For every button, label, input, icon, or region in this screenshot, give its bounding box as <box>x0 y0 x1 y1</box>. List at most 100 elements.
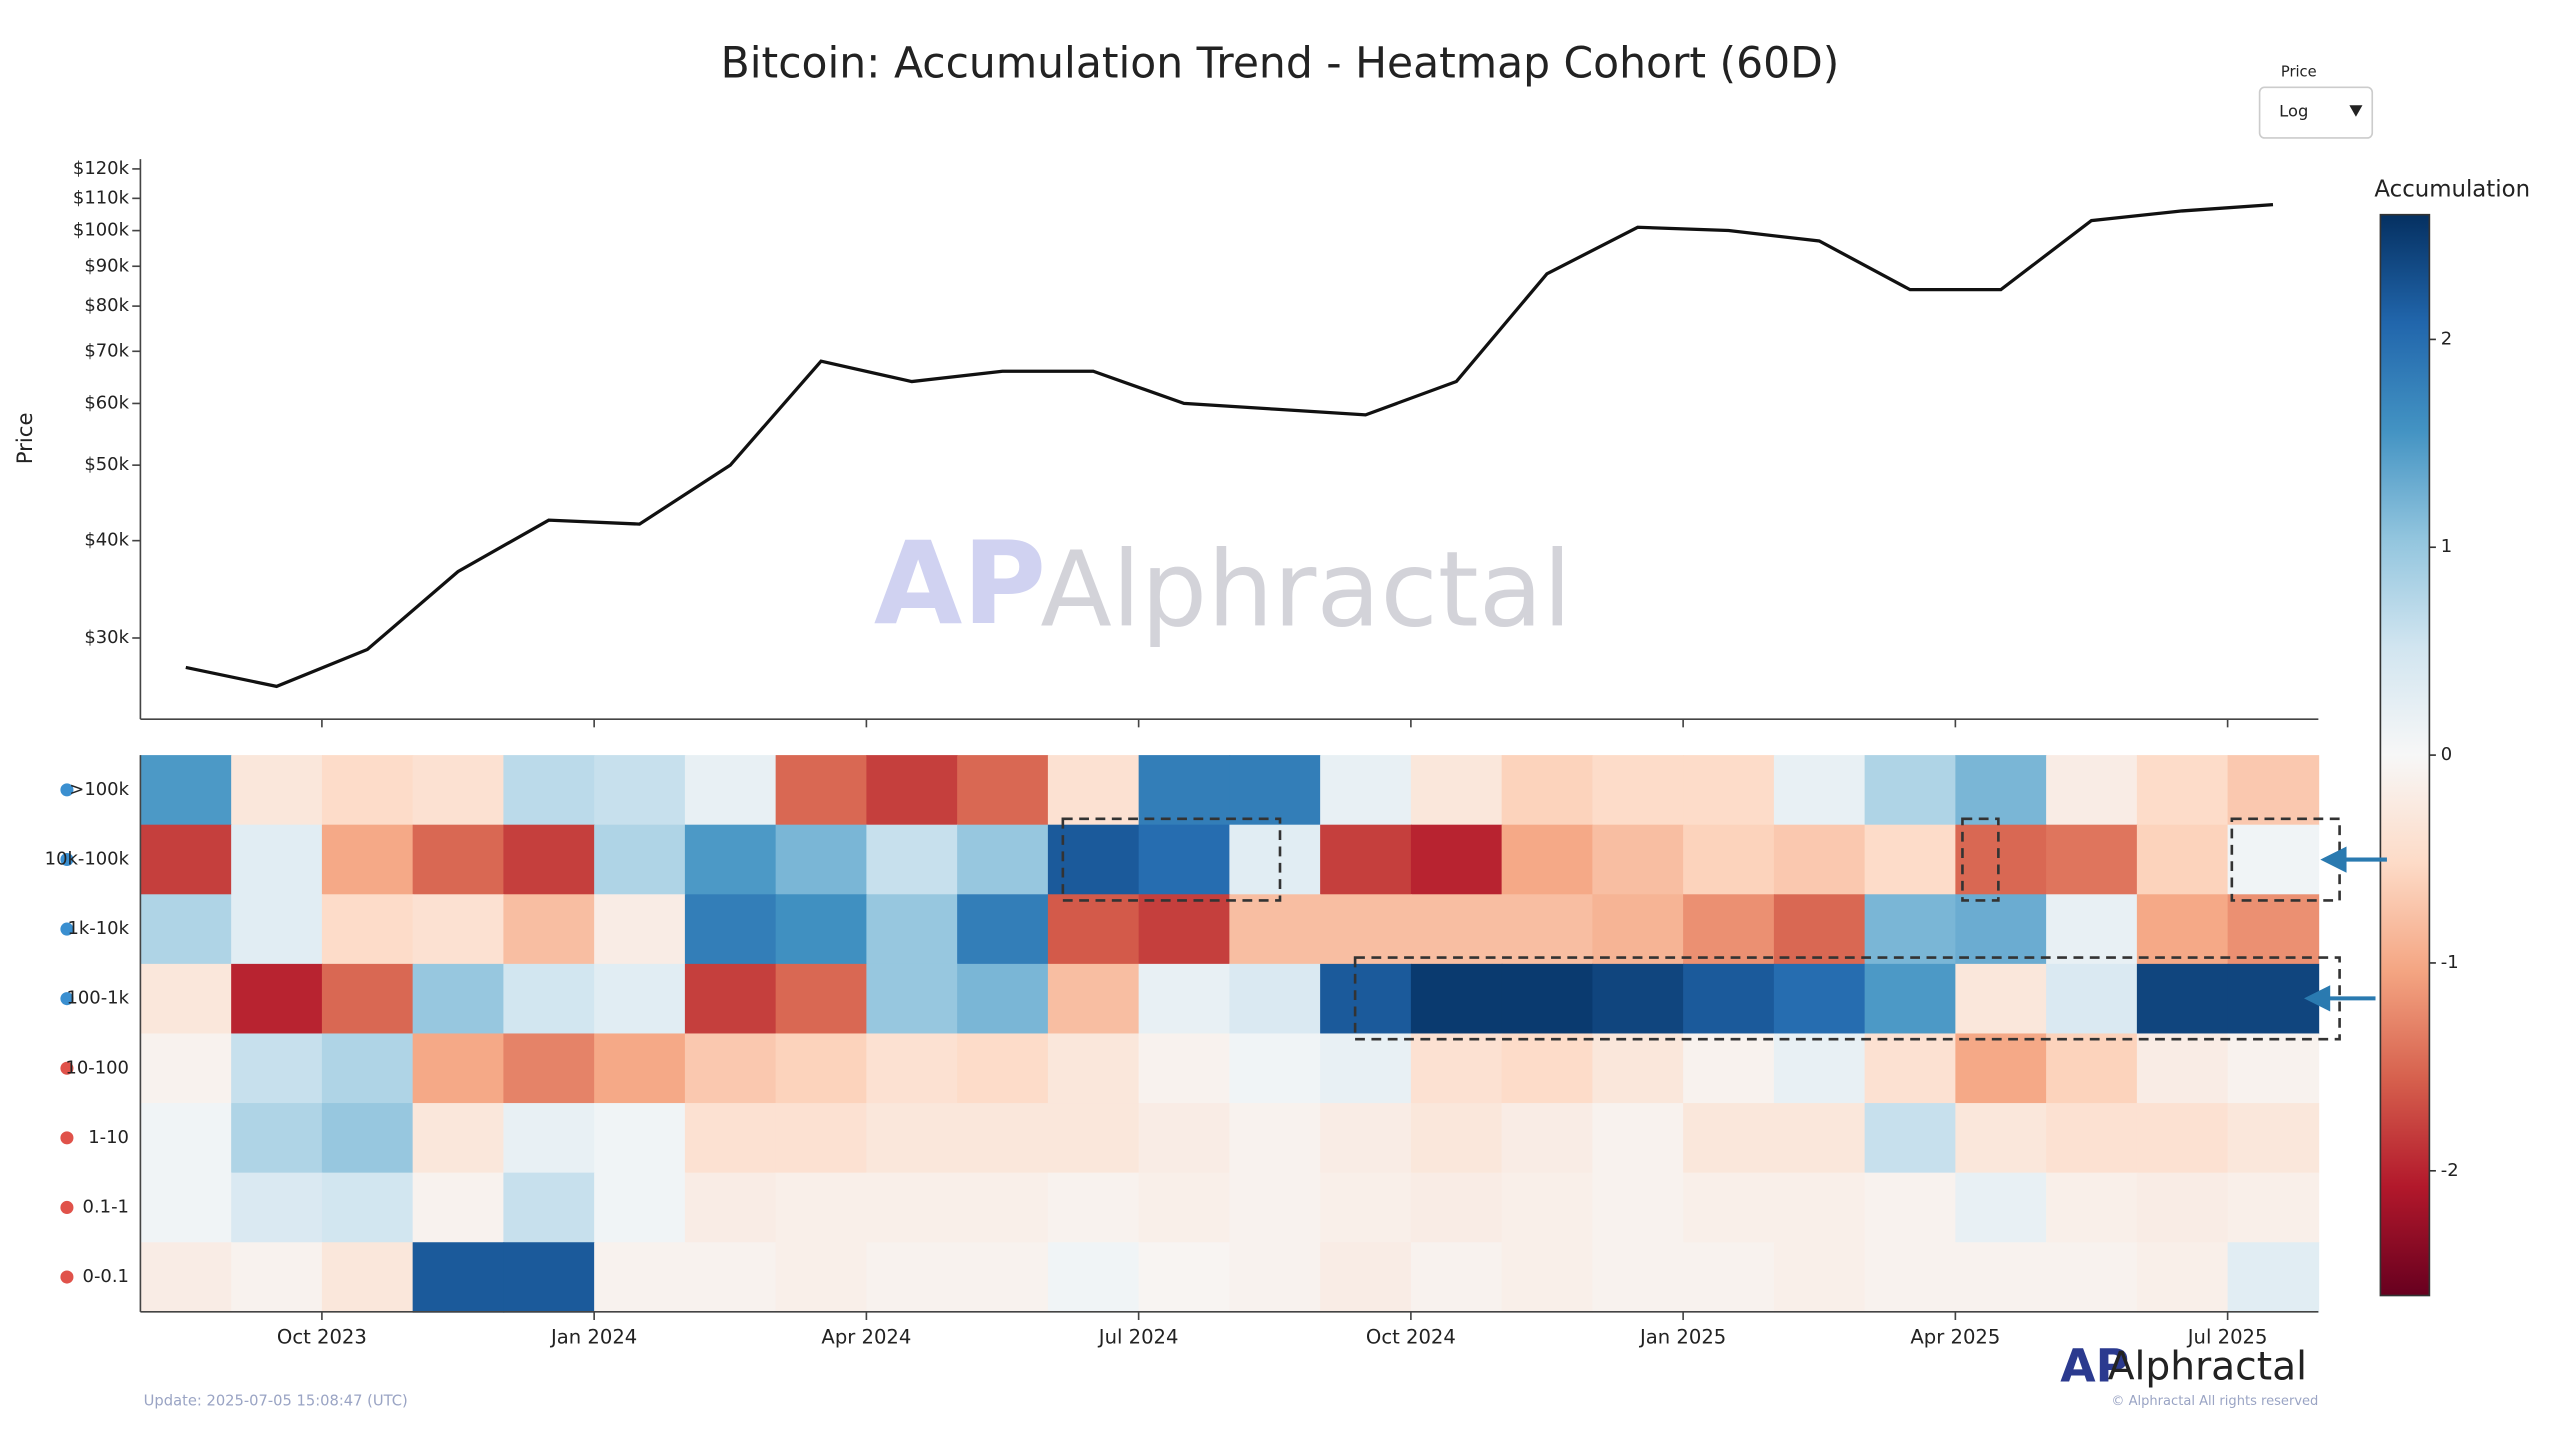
heat-cell <box>1229 894 1321 965</box>
heat-cell <box>503 1172 595 1244</box>
heat-cell <box>775 1033 868 1104</box>
heat-cell <box>1683 1172 1775 1244</box>
heat-cell <box>1229 1242 1321 1313</box>
heat-cell <box>866 1172 958 1244</box>
heat-cell <box>1592 755 1684 826</box>
cohort-icon <box>60 1200 74 1214</box>
heat-cell <box>2227 1242 2320 1313</box>
plot: $30k $40k $50k $60k $70k $80k $90k $100k $110k $1… <box>45 158 2459 1349</box>
heat-cell <box>1864 963 1957 1035</box>
heat-cell <box>231 963 323 1035</box>
dropdown-arrow[interactable] <box>2349 105 2363 117</box>
heat-cell <box>1138 1033 1231 1104</box>
heat-cell <box>1410 1242 1503 1313</box>
heat-cell <box>1410 1033 1503 1104</box>
dropdown-value[interactable]: Log <box>2279 101 2308 120</box>
heat-cell <box>684 1242 777 1313</box>
heat-cell <box>2046 963 2138 1035</box>
heat-cell <box>503 1103 595 1174</box>
heat-cell <box>2136 1172 2229 1244</box>
heat-cell <box>231 894 323 965</box>
heat-cell <box>684 1033 777 1104</box>
heat-cell <box>1501 1242 1594 1313</box>
heat-cell <box>1773 824 1866 896</box>
heat-cell <box>1410 963 1503 1035</box>
heat-cell <box>1138 824 1231 896</box>
cohort-icon <box>60 992 74 1006</box>
heat-cell <box>957 894 1049 965</box>
heat-cell <box>1501 824 1594 896</box>
heat-cell <box>1410 894 1503 965</box>
heat-cell <box>503 1242 595 1313</box>
heat-cell <box>231 824 323 896</box>
heat-cell <box>1047 894 1140 965</box>
heat-cell <box>1229 963 1321 1035</box>
heat-cell <box>594 1172 686 1244</box>
heat-cell <box>957 1033 1049 1104</box>
heat-cell <box>1229 824 1321 896</box>
heat-cell <box>1410 824 1503 896</box>
heat-cell <box>503 894 595 965</box>
heat-cell <box>866 1033 958 1104</box>
heat-cell <box>594 963 686 1035</box>
cohort-icon <box>60 1270 74 1284</box>
heat-cell <box>1683 755 1775 826</box>
heat-cell <box>2136 755 2229 826</box>
heat-cell <box>1864 1172 1957 1244</box>
y-tick-label: 0.1-1 <box>83 1196 129 1217</box>
heat-cell <box>1864 894 1957 965</box>
heat-cell <box>684 1172 777 1244</box>
heat-cell <box>775 1242 868 1313</box>
chart-title: Bitcoin: Accumulation Trend - Heatmap Co… <box>721 40 1840 89</box>
heat-cell <box>140 894 232 965</box>
heat-cell <box>2046 824 2138 896</box>
cohort-icon <box>60 1131 74 1145</box>
heat-cell <box>1320 1033 1412 1104</box>
heat-cell <box>412 894 505 965</box>
heat-cell <box>2227 1033 2320 1104</box>
heat-cell <box>231 755 323 826</box>
heat-cell <box>2136 824 2229 896</box>
heat-cell <box>594 1033 686 1104</box>
heat-cell <box>1047 1242 1140 1313</box>
y-tick-label: $30k <box>84 627 129 648</box>
logo: Alphractal <box>2108 1344 2307 1389</box>
heat-cell <box>1592 1103 1684 1174</box>
heat-cell <box>866 963 958 1035</box>
heat-cell <box>2136 1242 2229 1313</box>
heat-cell <box>1955 824 2047 896</box>
heat-cell <box>1320 1172 1412 1244</box>
y-tick-label: 10k-100k <box>45 848 130 869</box>
heat-cell <box>1047 755 1140 826</box>
heat-cell <box>1138 1242 1231 1313</box>
dropdown[interactable]: Log <box>2258 86 2374 139</box>
logo-icon: AP <box>2060 1339 2129 1392</box>
dropdown-box[interactable] <box>2258 86 2374 139</box>
heat-cell <box>1047 963 1140 1035</box>
heat-cell <box>2136 963 2229 1035</box>
watermark-icon: AP <box>874 517 1046 650</box>
heat-cell <box>321 894 414 965</box>
heat-cell <box>2136 1103 2229 1174</box>
heat-cell <box>503 755 595 826</box>
heat-cell <box>1229 1172 1321 1244</box>
y-tick-label: $40k <box>84 530 129 551</box>
heat-cell <box>2046 755 2138 826</box>
heat-cell <box>1501 1103 1594 1174</box>
heat-cell <box>775 1172 868 1244</box>
heat-cell <box>503 1033 595 1104</box>
heat-cell <box>775 894 868 965</box>
heat-cell <box>321 824 414 896</box>
heat-cell <box>1955 1103 2047 1174</box>
heat-cell <box>1955 894 2047 965</box>
heat-cell <box>1864 1242 1957 1313</box>
heat-cell <box>140 1172 232 1244</box>
heat-cell <box>866 755 958 826</box>
arrows <box>2304 846 2387 1012</box>
heat-cell <box>775 824 868 896</box>
heat-cell <box>140 1033 232 1104</box>
heat-cell <box>1320 824 1412 896</box>
heat-cell <box>1955 1172 2047 1244</box>
heat-cell <box>140 963 232 1035</box>
arrow-head <box>2320 846 2347 873</box>
